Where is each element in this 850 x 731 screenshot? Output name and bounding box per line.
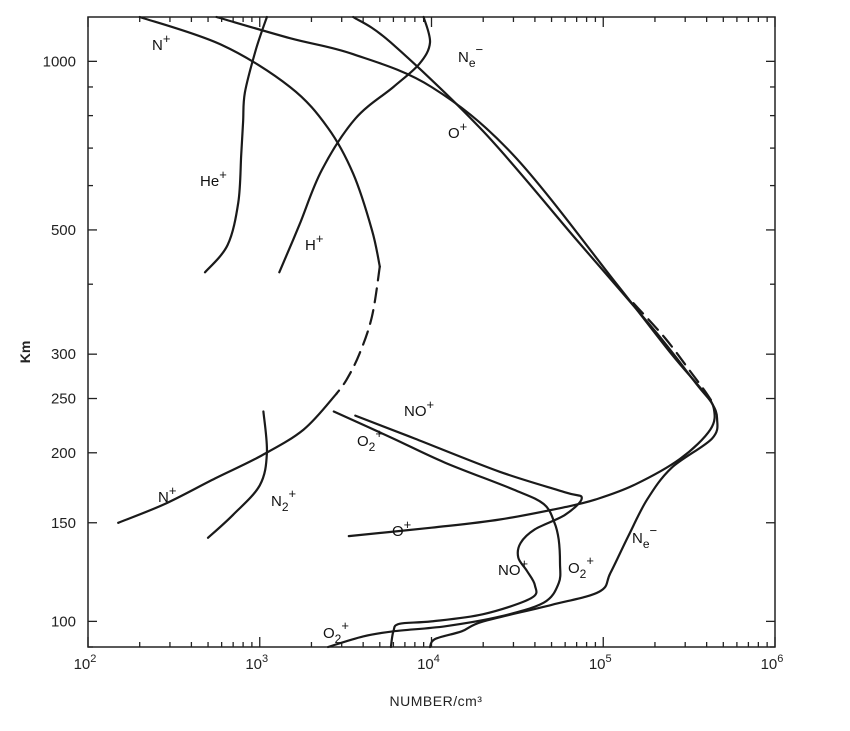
series-curve-9 — [278, 15, 432, 274]
curve-label-h: H+ — [305, 231, 323, 254]
curve-label-o-low: O+ — [392, 517, 411, 540]
curve-label-he: He+ — [200, 167, 227, 190]
x-tick-label: 104 — [417, 653, 440, 673]
curve-label-ne-low: Ne− — [632, 523, 657, 551]
series-curve-3 — [327, 410, 562, 649]
y-tick-label: 500 — [51, 222, 76, 239]
series-curve-10 — [206, 410, 269, 539]
y-tick-label: 250 — [51, 391, 76, 408]
x-tick-label: 105 — [589, 653, 612, 673]
y-tick-label: 150 — [51, 515, 76, 532]
series-curve-8 — [203, 15, 268, 274]
data-curves — [117, 15, 719, 649]
curve-label-o-top: O+ — [448, 119, 467, 142]
y-axis-label: Km — [17, 341, 33, 364]
y-tick-label: 100 — [51, 613, 76, 630]
plot-frame — [87, 16, 776, 648]
curve-label-no-low: NO+ — [498, 556, 528, 579]
series-curve-1 — [632, 302, 715, 406]
curve-label-n2: N2+ — [271, 486, 296, 514]
curve-label-np-low: N+ — [158, 483, 176, 506]
x-axis-label: NUMBER/cm³ — [390, 693, 483, 709]
y-tick-label: 300 — [51, 346, 76, 363]
curve-label-o2-mid: O2+ — [357, 426, 383, 454]
curve-label-o2-low: O2+ — [568, 553, 594, 581]
series-curve-6 — [335, 265, 381, 395]
curve-label-ne-top: Ne− — [458, 42, 483, 70]
x-tick-label: 106 — [761, 653, 784, 673]
axis-ticks: 100 150 200 250 300 500 1000 102 103 104 105 106 — [43, 17, 784, 673]
curve-labels: Ne−O+N+He+H+NO+O2+N+N2+O+Ne−NO+ O2+O2+ — [152, 31, 657, 646]
y-tick-label: 200 — [51, 445, 76, 462]
series-curve-2 — [215, 15, 716, 538]
series-curve-0 — [352, 15, 719, 649]
curve-label-no-mid: NO+ — [404, 397, 434, 420]
series-curve-5 — [138, 15, 381, 268]
x-tick-label: 102 — [74, 653, 97, 673]
curve-label-np-top: N+ — [152, 31, 170, 54]
series-curve-4 — [354, 414, 583, 649]
y-tick-label: 1000 — [43, 53, 76, 70]
x-tick-label: 103 — [245, 653, 268, 673]
series-curve-7 — [117, 392, 338, 524]
